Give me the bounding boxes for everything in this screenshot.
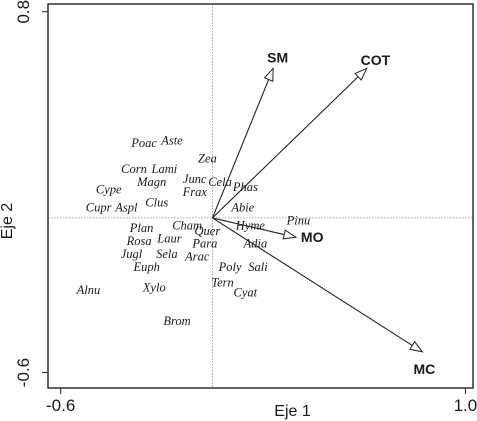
species-label-jugl: Jugl xyxy=(121,247,143,261)
species-label-cupr: Cupr xyxy=(86,201,112,215)
species-label-phas: Phas xyxy=(232,180,258,194)
species-label-cham: Cham xyxy=(172,219,202,233)
species-label-cela: Cela xyxy=(208,175,232,189)
vector-arrowhead-mo xyxy=(282,229,298,240)
vector-arrowhead-cot xyxy=(354,67,368,81)
x-axis-title: Eje 1 xyxy=(274,403,311,420)
species-label-abie: Abie xyxy=(230,201,254,215)
y-tick-label: -0.6 xyxy=(14,358,33,387)
vector-label-cot: COT xyxy=(361,52,391,68)
axis-ticks: -0.6 1.0 0.8 -0.6 xyxy=(14,0,477,415)
vector-arrowhead-sm xyxy=(263,67,274,82)
species-label-alnu: Alnu xyxy=(76,283,101,297)
species-label-hyme: Hyme xyxy=(235,219,266,233)
species-label-brom: Brom xyxy=(163,314,190,328)
zero-reference-lines xyxy=(48,4,473,388)
species-label-corn: Corn xyxy=(121,162,147,176)
y-axis-title: Eje 2 xyxy=(0,203,16,240)
species-label-xylo: Xylo xyxy=(142,280,166,294)
species-label-cype: Cype xyxy=(96,183,122,197)
species-label-sali: Sali xyxy=(248,260,268,274)
species-label-para: Para xyxy=(191,237,217,251)
species-label-junc: Junc xyxy=(183,172,207,186)
species-label-clus: Clus xyxy=(145,195,168,209)
species-label-plan: Plan xyxy=(129,221,154,235)
species-label-cyat: Cyat xyxy=(234,286,258,300)
species-label-sela: Sela xyxy=(156,247,178,261)
species-label-poac: Poac xyxy=(130,136,157,150)
species-label-aste: Aste xyxy=(160,134,183,148)
plot-frame xyxy=(47,3,474,389)
environmental-vectors: SM COT MO MC xyxy=(211,49,436,377)
species-label-arac: Arac xyxy=(184,250,210,264)
vector-line-cot xyxy=(212,76,359,219)
species-label-aspl: Aspl xyxy=(114,201,138,215)
vector-line-mc xyxy=(212,217,413,346)
vector-line-mo xyxy=(212,217,285,236)
vector-label-mo: MO xyxy=(301,229,324,245)
x-tick-label: 1.0 xyxy=(454,396,477,415)
species-label-frax: Frax xyxy=(182,185,208,199)
vector-arrowhead-mc xyxy=(409,340,424,353)
species-label-poly: Poly xyxy=(218,260,242,274)
species-label-pinu: Pinu xyxy=(286,213,311,227)
species-label-tern: Tern xyxy=(211,275,233,289)
species-label-adia: Adia xyxy=(243,237,268,251)
vector-line-sm xyxy=(211,79,270,219)
species-label-rosa: Rosa xyxy=(126,234,152,248)
y-tick-label: 0.8 xyxy=(14,0,33,24)
species-label-magn: Magn xyxy=(136,175,166,189)
species-label-laur: Laur xyxy=(156,232,181,246)
species-label-zea: Zea xyxy=(198,152,217,166)
species-label-lami: Lami xyxy=(151,162,178,176)
vector-label-sm: SM xyxy=(267,49,288,65)
x-tick-label: -0.6 xyxy=(46,396,75,415)
species-label-quer: Quer xyxy=(195,224,221,238)
vector-label-mc: MC xyxy=(414,361,436,377)
species-label-euph: Euph xyxy=(132,260,159,274)
